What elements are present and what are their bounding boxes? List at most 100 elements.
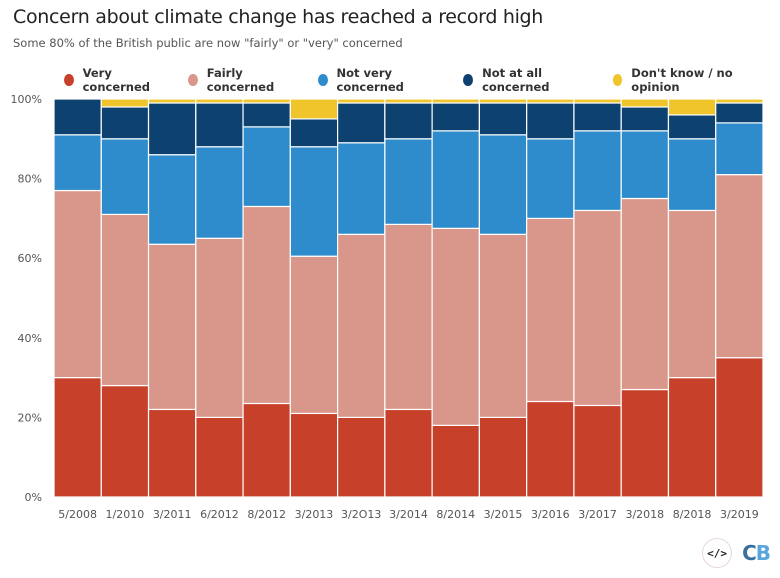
bar-segment-fairly-concerned bbox=[289, 255, 339, 415]
bar-segment-very-concerned bbox=[195, 416, 244, 498]
bar-segment-not-very-concerned bbox=[431, 130, 480, 229]
x-tick-label: 8/2012 bbox=[247, 508, 286, 521]
legend-item-fairly-concerned: Fairly concerned bbox=[188, 66, 293, 94]
chart-title: Concern about climate change has reached… bbox=[13, 6, 544, 28]
bar-segment-fairly-concerned bbox=[431, 227, 480, 426]
bar-segment-very-concerned bbox=[478, 416, 528, 498]
bar-segment-not-at-all-concerned bbox=[431, 102, 480, 132]
bar-segment-don-t-know-no-opinion bbox=[526, 98, 575, 104]
carbon-brief-logo: CB bbox=[742, 541, 771, 565]
bar-segment-fairly-concerned bbox=[667, 209, 717, 379]
bar-segment-very-concerned bbox=[715, 357, 764, 498]
bar-segment-not-at-all-concerned bbox=[53, 98, 102, 136]
y-tick-label: 20% bbox=[18, 411, 42, 424]
bar-segment-don-t-know-no-opinion bbox=[147, 98, 197, 104]
bar-segment-very-concerned bbox=[526, 400, 575, 498]
bar-segment-not-very-concerned bbox=[384, 138, 433, 225]
bar-segment-not-at-all-concerned bbox=[526, 102, 575, 140]
y-tick-label: 100% bbox=[11, 93, 42, 106]
x-tick-label: 3/2015 bbox=[484, 508, 523, 521]
bar-segment-don-t-know-no-opinion bbox=[384, 98, 433, 104]
bar-segment-not-very-concerned bbox=[526, 138, 575, 220]
bar-segment-not-very-concerned bbox=[289, 146, 339, 257]
legend-item-not-at-all-concerned: Not at all concerned bbox=[463, 66, 587, 94]
bar-segment-don-t-know-no-opinion bbox=[667, 98, 717, 116]
bar-segment-very-concerned bbox=[147, 408, 197, 498]
bar-segment-not-very-concerned bbox=[667, 138, 717, 212]
legend-dot-not-very-concerned bbox=[317, 74, 328, 86]
bar-segment-fairly-concerned bbox=[147, 243, 197, 411]
bar-segment-don-t-know-no-opinion bbox=[573, 98, 622, 104]
bar-segment-very-concerned bbox=[337, 416, 386, 498]
bar-segment-not-at-all-concerned bbox=[573, 102, 622, 132]
x-tick-label: 3/2011 bbox=[153, 508, 192, 521]
bar-segment-not-at-all-concerned bbox=[289, 118, 339, 148]
bar-segment-not-very-concerned bbox=[573, 130, 622, 212]
embed-code-icon[interactable]: </> bbox=[702, 538, 733, 568]
legend-item-very-concerned: Very concerned bbox=[64, 66, 163, 94]
bar-segment-not-at-all-concerned bbox=[147, 102, 197, 156]
bar-segment-very-concerned bbox=[667, 377, 717, 498]
bar-segment-fairly-concerned bbox=[337, 233, 386, 419]
bar-segment-not-very-concerned bbox=[195, 146, 244, 239]
bar-segment-very-concerned bbox=[289, 412, 339, 498]
legend-dot-very-concerned bbox=[64, 74, 74, 86]
bar-segment-fairly-concerned bbox=[100, 213, 150, 387]
bar-segment-don-t-know-no-opinion bbox=[337, 98, 386, 104]
bar-segment-fairly-concerned bbox=[526, 217, 575, 403]
legend-item-not-very-concerned: Not very concerned bbox=[317, 66, 439, 94]
legend: Very concerned Fairly concerned Not very… bbox=[64, 66, 780, 94]
x-tick-label: 3/2018 bbox=[625, 508, 664, 521]
bar-segment-not-at-all-concerned bbox=[620, 106, 670, 132]
bar-segment-fairly-concerned bbox=[573, 209, 622, 407]
legend-dot-dont-know bbox=[612, 74, 623, 86]
bar-segment-not-at-all-concerned bbox=[715, 102, 764, 124]
bar-segment-not-very-concerned bbox=[100, 138, 150, 216]
x-tick-label: 5/2008 bbox=[58, 508, 97, 521]
y-axis: 0% 20% 40% 60% 80% 100% bbox=[11, 93, 42, 504]
bar-segment-fairly-concerned bbox=[195, 237, 244, 419]
y-tick-label: 40% bbox=[18, 332, 42, 345]
bar-segment-fairly-concerned bbox=[715, 174, 764, 359]
x-tick-label: 8/2014 bbox=[436, 508, 475, 521]
legend-dot-not-at-all-concerned bbox=[463, 74, 474, 86]
y-tick-label: 0% bbox=[25, 491, 42, 504]
bar-segment-not-at-all-concerned bbox=[100, 106, 150, 140]
x-axis: 5/2008 1/2010 3/2011 6/2012 8/2012 3/2013 3/2O… bbox=[58, 508, 758, 521]
bar-segment-very-concerned bbox=[100, 384, 150, 498]
bar-segment-not-at-all-concerned bbox=[195, 102, 244, 148]
legend-item-dont-know: Don't know / no opinion bbox=[612, 66, 755, 94]
bar-segment-fairly-concerned bbox=[478, 233, 528, 419]
bar-segment-don-t-know-no-opinion bbox=[100, 98, 150, 108]
bar-segment-not-very-concerned bbox=[337, 142, 386, 235]
bars bbox=[53, 98, 764, 498]
bar-segment-very-concerned bbox=[620, 388, 670, 498]
bar-segment-fairly-concerned bbox=[384, 223, 433, 411]
y-tick-label: 60% bbox=[18, 252, 42, 265]
bar-segment-not-very-concerned bbox=[478, 134, 528, 235]
x-tick-label: 3/2017 bbox=[578, 508, 617, 521]
bar-segment-don-t-know-no-opinion bbox=[715, 98, 764, 104]
bar-segment-not-very-concerned bbox=[715, 122, 764, 176]
bar-segment-don-t-know-no-opinion bbox=[431, 98, 480, 104]
x-tick-label: 8/2018 bbox=[673, 508, 712, 521]
legend-dot-fairly-concerned bbox=[188, 74, 198, 86]
x-tick-label: 6/2012 bbox=[200, 508, 239, 521]
bar-segment-not-at-all-concerned bbox=[667, 114, 717, 140]
bar-segment-don-t-know-no-opinion bbox=[620, 98, 670, 108]
bar-segment-not-very-concerned bbox=[620, 130, 670, 200]
bar-segment-not-very-concerned bbox=[53, 134, 102, 192]
legend-label: Not very concerned bbox=[336, 66, 404, 94]
bar-segment-very-concerned bbox=[242, 402, 291, 498]
bar-segment-very-concerned bbox=[431, 424, 480, 498]
x-tick-label: 3/2O13 bbox=[341, 508, 381, 521]
x-tick-label: 3/2016 bbox=[531, 508, 570, 521]
x-tick-label: 3/2013 bbox=[295, 508, 334, 521]
footer-logos: </> CB bbox=[702, 538, 771, 568]
bar-segment-very-concerned bbox=[53, 377, 102, 498]
bar-segment-very-concerned bbox=[573, 404, 622, 498]
bar-segment-not-at-all-concerned bbox=[478, 102, 528, 136]
legend-label: Not at all concerned bbox=[482, 66, 550, 94]
bar-segment-fairly-concerned bbox=[53, 189, 102, 379]
